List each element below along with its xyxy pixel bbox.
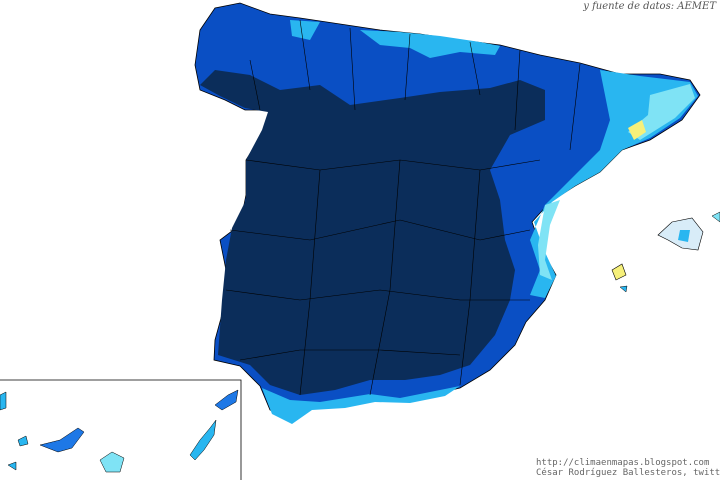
mallorca-center <box>678 230 690 242</box>
north-coast-light <box>290 20 500 58</box>
la-palma <box>0 391 7 411</box>
fuerteventura <box>189 419 217 461</box>
el-hierro <box>7 461 17 471</box>
author-credit: César Rodríguez Ballesteros, twitter: @c… <box>536 468 720 478</box>
province-borders <box>225 19 581 396</box>
interior-region <box>200 70 545 395</box>
ibiza <box>611 263 627 281</box>
data-source-caption: y fuente de datos: AEMET <box>583 1 716 12</box>
east-coast-cyan <box>538 84 695 280</box>
gran-canaria <box>99 451 125 473</box>
blog-url: http://climaenmapas.blogspot.com <box>536 458 710 468</box>
formentera <box>619 285 628 293</box>
la-gomera <box>17 435 29 447</box>
canary-islands <box>0 389 239 473</box>
yellow-spot <box>628 120 646 140</box>
south-coast-light <box>262 386 460 424</box>
lanzarote <box>214 389 239 411</box>
menorca <box>711 211 720 223</box>
tenerife <box>39 427 85 453</box>
canary-inset-frame <box>0 379 242 480</box>
